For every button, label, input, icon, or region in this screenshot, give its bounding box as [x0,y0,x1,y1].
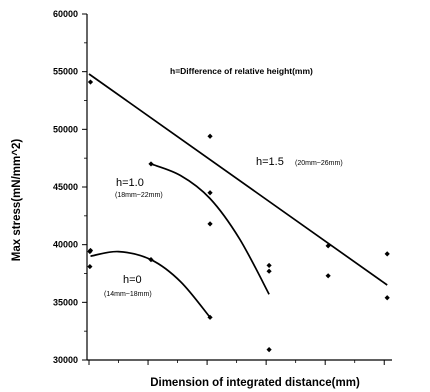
x-axis [87,359,392,365]
data-point [148,161,154,167]
y-tick-label: 40000 [53,240,78,250]
fit-line-0 [88,73,388,286]
y-tick-label: 55000 [53,67,78,77]
data-point [325,273,331,279]
y-tick-label: 50000 [53,124,78,134]
data-point [87,79,94,85]
fit-line-1 [150,163,270,295]
y-tick-label: 60000 [53,9,78,19]
data-point [266,268,272,274]
data-point [87,263,93,270]
series-label-h15: h=1.5 [256,156,284,168]
data-point [384,295,390,301]
data-point [325,243,331,249]
data-point [207,190,213,196]
data-point [384,251,390,257]
data-point [207,314,213,320]
series-range-h0: (14mm~18mm) [104,291,152,298]
legend-note: h=Difference of relative height(mm) [170,66,313,76]
x-axis-title: Dimension of integrated distance(mm) [150,377,360,389]
data-point [266,262,272,269]
series-label-h10: h=1.0 [116,177,144,189]
data-point [207,133,213,139]
data-point [266,347,272,353]
series-range-h15: (20mm~26mm) [295,160,343,167]
data-point [148,257,154,263]
series-range-h10: (18mm~22mm) [115,192,163,199]
data-point [207,221,213,227]
series-label-h0: h=0 [123,274,142,286]
y-tick-label: 30000 [53,355,78,365]
y-axis [82,13,88,361]
data-point [87,248,93,255]
y-tick-labels: 30000 35000 40000 45000 50000 55000 60000 [53,9,78,365]
y-tick-label: 35000 [53,297,78,307]
y-tick-label: 45000 [53,182,78,192]
data-points [87,79,390,353]
y-axis-title: Max stress(mN/mm^2) [11,139,23,262]
